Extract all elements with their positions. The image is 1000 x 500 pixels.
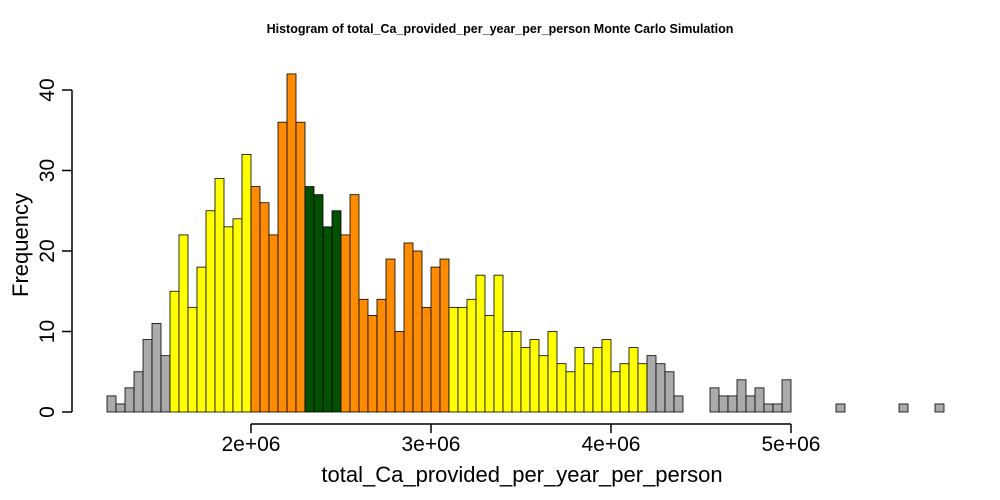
histogram-bar (403, 242, 414, 413)
histogram-bar (781, 379, 792, 413)
histogram-bar (142, 339, 153, 413)
histogram-bar (124, 387, 135, 413)
histogram-bar (709, 387, 720, 413)
histogram-bar (673, 395, 684, 413)
histogram-bar (610, 371, 621, 413)
x-tick-label: 2e+06 (222, 433, 281, 456)
x-tick-label: 4e+06 (582, 433, 641, 456)
histogram-bar (898, 403, 909, 413)
histogram-bar (718, 395, 729, 413)
histogram-bar (151, 323, 162, 413)
histogram-bar (196, 266, 207, 413)
histogram-bar (304, 186, 315, 413)
histogram-bar (592, 347, 603, 413)
histogram-bar (412, 250, 423, 413)
histogram-bar (646, 355, 657, 413)
histogram-bar (376, 298, 387, 413)
histogram-bar (106, 395, 117, 413)
histogram-bar (349, 194, 360, 413)
histogram-bar (295, 121, 306, 413)
histogram-bar (448, 306, 459, 413)
histogram-bar (574, 347, 585, 413)
histogram-bar (223, 226, 234, 413)
histogram-bar (340, 234, 351, 413)
histogram-bar (367, 314, 378, 413)
histogram-bar (241, 153, 252, 413)
histogram-bar (439, 258, 450, 413)
y-tick-label: 20 (36, 239, 59, 262)
y-axis-label: Frequency (8, 193, 33, 297)
histogram-bar (187, 306, 198, 413)
histogram-bar (736, 379, 747, 413)
y-axis: 0 10 20 30 40 (36, 78, 73, 418)
histogram-bar (160, 355, 171, 413)
histogram-bar (502, 331, 513, 413)
histogram-bars (106, 73, 945, 413)
histogram-bar (655, 363, 666, 413)
histogram-bar (250, 186, 261, 413)
histogram-bar (934, 403, 945, 413)
histogram-bar (268, 234, 279, 413)
y-tick-label: 30 (36, 159, 59, 182)
histogram-bar (511, 331, 522, 413)
histogram-bar (232, 218, 243, 413)
histogram-bar (358, 298, 369, 413)
histogram-bar (421, 306, 432, 413)
histogram-bar (322, 226, 333, 413)
histogram-bar (313, 194, 324, 413)
histogram-bar (169, 290, 180, 413)
histogram-bar (277, 121, 288, 413)
histogram-bar (493, 274, 504, 413)
histogram-bar (556, 363, 567, 413)
histogram-bar (583, 363, 594, 413)
chart-title: Histogram of total_Ca_provided_per_year_… (266, 22, 734, 36)
x-tick-label: 3e+06 (402, 433, 461, 456)
histogram-bar (475, 274, 486, 413)
histogram-bar (457, 306, 468, 413)
histogram-bar (565, 371, 576, 413)
histogram-bar (754, 387, 765, 413)
histogram-bar (835, 403, 846, 413)
histogram-bar (547, 331, 558, 413)
histogram-bar (205, 210, 216, 413)
histogram-bar (394, 331, 405, 413)
histogram-bar (484, 314, 495, 413)
x-axis-label: total_Ca_provided_per_year_per_person (321, 462, 722, 487)
histogram-bar (727, 395, 738, 413)
histogram-bar (628, 347, 639, 413)
histogram-bar (763, 403, 774, 413)
histogram-bar (178, 234, 189, 413)
histogram-bar (286, 73, 297, 413)
histogram-bar (601, 339, 612, 413)
histogram-bar (538, 355, 549, 413)
histogram-bar (745, 395, 756, 413)
histogram-bar (259, 202, 270, 413)
histogram-bar (466, 298, 477, 413)
histogram-bar (385, 258, 396, 413)
x-axis: 2e+06 3e+06 4e+06 5e+06 (222, 423, 821, 456)
histogram-bar (529, 339, 540, 413)
histogram-bar (430, 266, 441, 413)
histogram-bar (133, 371, 144, 413)
x-tick-label: 5e+06 (762, 433, 821, 456)
histogram-bar (331, 210, 342, 413)
histogram-bar (772, 403, 783, 413)
histogram-bar (214, 178, 225, 413)
histogram-bar (664, 371, 675, 413)
y-tick-label: 0 (36, 406, 59, 418)
y-tick-label: 40 (36, 78, 59, 101)
y-tick-label: 10 (36, 320, 59, 343)
histogram-bar (619, 363, 630, 413)
histogram-bar (520, 347, 531, 413)
histogram-bar (115, 403, 126, 413)
histogram-bar (637, 363, 648, 413)
